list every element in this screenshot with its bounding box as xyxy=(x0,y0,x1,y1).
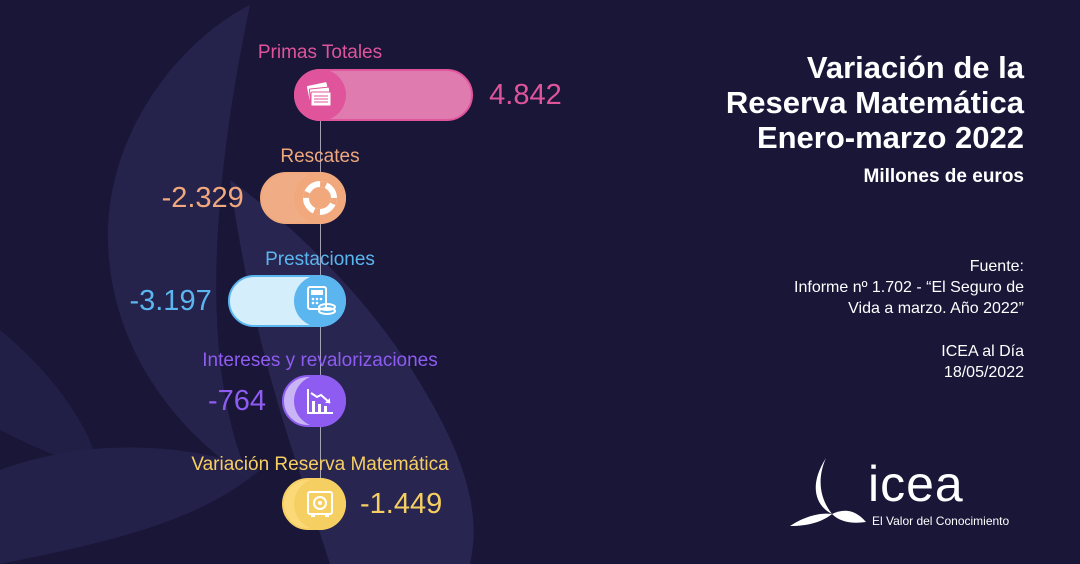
chart-title: Variación de la Reserva Matemática Enero… xyxy=(726,50,1024,155)
data-label: -3.197 xyxy=(129,285,212,317)
source-block: Fuente: Informe nº 1.702 - “El Seguro de… xyxy=(794,256,1024,383)
data-label: -764 xyxy=(207,385,266,417)
publication-name: ICEA al Día xyxy=(941,343,1024,360)
category-label: Primas Totales xyxy=(257,42,383,63)
declining-chart-icon xyxy=(294,375,346,427)
title-line-1: Variación de la xyxy=(806,50,1024,85)
icea-logo: icea El Valor del Conocimiento xyxy=(788,456,1038,536)
category-label: Rescates xyxy=(280,146,360,167)
title-line-3: Enero-marzo 2022 xyxy=(756,120,1024,155)
title-line-2: Reserva Matemática xyxy=(725,85,1024,120)
source-line-1: Fuente: xyxy=(969,258,1024,275)
source-line-3: Vida a marzo. Año 2022” xyxy=(848,300,1024,317)
source-line-2: Informe nº 1.702 - “El Seguro de xyxy=(794,279,1024,296)
chart-subtitle: Millones de euros xyxy=(863,166,1024,187)
data-label: -2.329 xyxy=(161,182,244,214)
data-label: 4.842 xyxy=(489,79,562,111)
category-label: Intereses y revalorizaciones xyxy=(202,350,438,371)
icea-logo-wordmark: icea xyxy=(868,456,964,512)
publication-date: 18/05/2022 xyxy=(943,364,1024,381)
money-stack-icon xyxy=(294,69,346,121)
calculator-coins-icon xyxy=(294,275,346,327)
lifebuoy-icon xyxy=(294,172,346,224)
category-label: Prestaciones xyxy=(265,249,375,270)
safe-icon xyxy=(294,478,346,530)
category-label: Variación Reserva Matemática xyxy=(191,454,449,475)
icea-logo-tagline: El Valor del Conocimiento xyxy=(872,514,1010,528)
data-label: -1.449 xyxy=(360,488,443,520)
icea-logo-icon xyxy=(790,458,866,526)
